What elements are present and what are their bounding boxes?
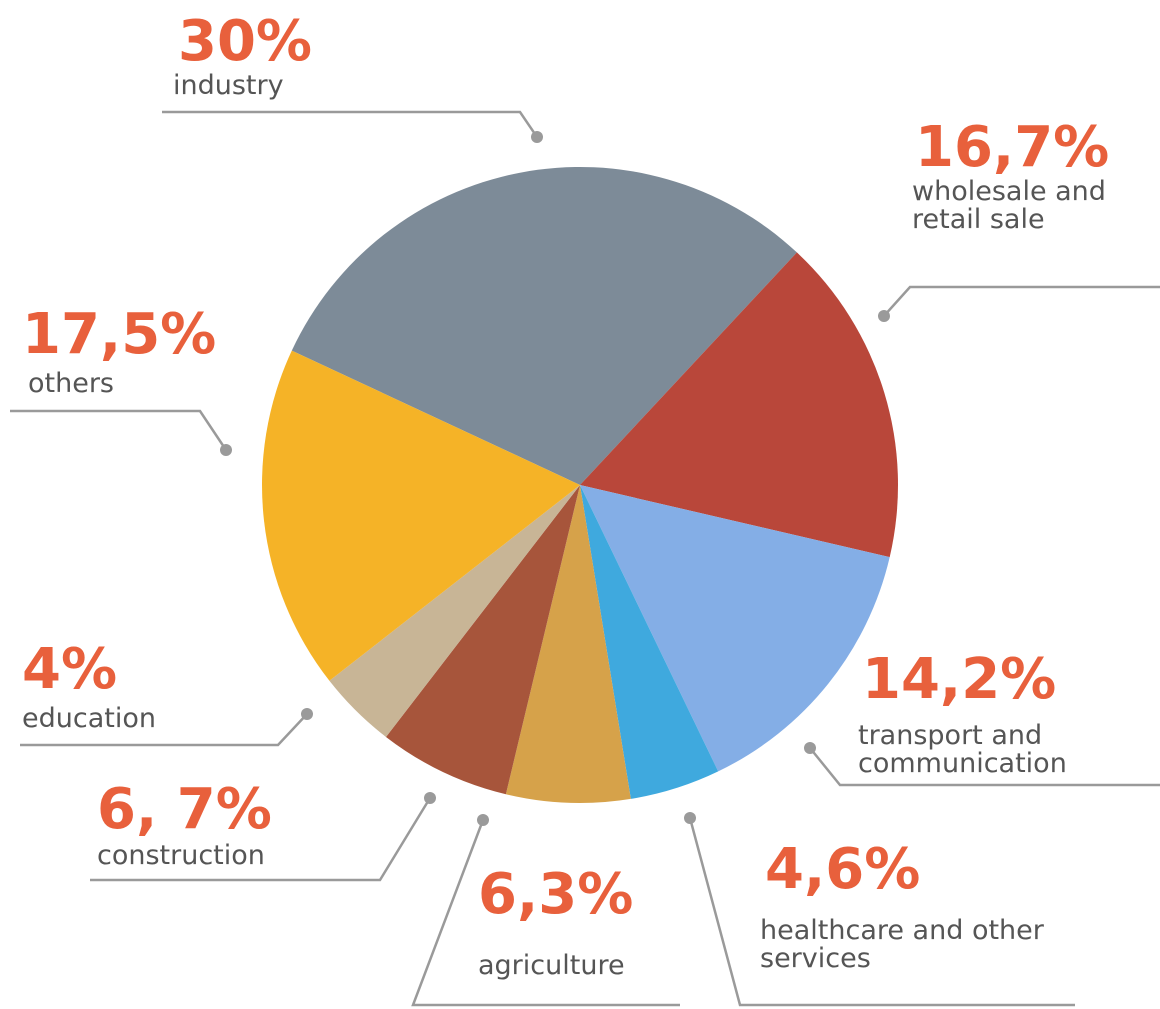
- pie-slice: [291, 167, 797, 486]
- value-label: 17,5%: [22, 302, 217, 367]
- leader-dot: [220, 444, 232, 456]
- pie-slice: [580, 485, 890, 772]
- leader-dot: [477, 814, 489, 826]
- leader-line: [162, 110, 539, 138]
- pie-slice: [329, 485, 580, 737]
- pie-slice: [262, 350, 580, 681]
- category-label: others: [28, 368, 114, 399]
- value-label: 4%: [22, 637, 118, 702]
- leader-line: [411, 819, 680, 1007]
- leader-line: [10, 409, 228, 451]
- leader-line: [883, 285, 1160, 317]
- pie-slice: [505, 485, 631, 803]
- category-label: agriculture: [478, 950, 625, 981]
- category-label: construction: [97, 840, 265, 871]
- category-label: industry: [173, 70, 284, 101]
- pie-slice: [385, 485, 580, 795]
- value-label: 4,6%: [765, 837, 921, 902]
- value-label: 6, 7%: [97, 777, 272, 842]
- value-label: 30%: [178, 9, 313, 74]
- leader-line: [688, 817, 1075, 1007]
- leader-dot: [878, 310, 890, 322]
- leader-dot: [684, 812, 696, 824]
- pie-slice: [580, 485, 719, 799]
- category-label: education: [22, 703, 156, 734]
- pie-slice: [580, 252, 898, 558]
- category-label: transport and communication: [858, 720, 1067, 779]
- leader-line: [90, 797, 432, 882]
- value-label: 14,2%: [862, 647, 1057, 712]
- value-label: 6,3%: [478, 862, 634, 927]
- leader-dot: [531, 131, 543, 143]
- leader-line: [809, 747, 1160, 787]
- category-label: wholesale and retail sale: [912, 176, 1106, 235]
- value-label: 16,7%: [915, 115, 1110, 180]
- category-label: healthcare and other services: [760, 915, 1044, 974]
- leader-dot: [804, 742, 816, 754]
- leader-dot: [301, 708, 313, 720]
- leader-dot: [424, 792, 436, 804]
- leader-line: [20, 713, 308, 747]
